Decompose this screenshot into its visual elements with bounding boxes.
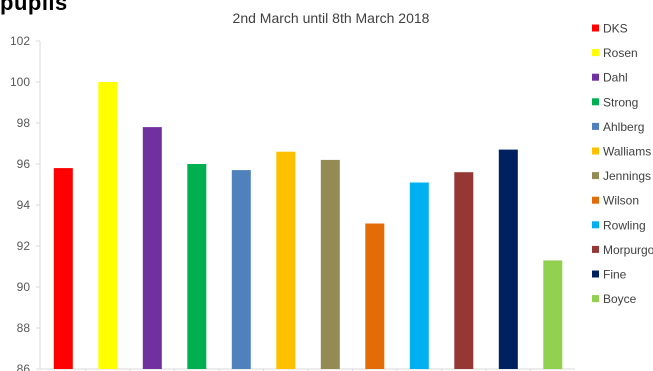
legend-swatch (592, 172, 599, 180)
y-tick-label: 96 (17, 157, 31, 171)
legend-swatch (592, 245, 599, 253)
legend-label: DKS (603, 22, 628, 36)
bar-rowling (409, 182, 429, 369)
legend-label: Morpurgo (603, 243, 653, 257)
legend-item-walliams: Walliams (592, 145, 651, 159)
legend-label: Ahlberg (603, 120, 644, 134)
legend-item-dks: DKS (592, 22, 628, 36)
y-tick-label: 88 (17, 321, 31, 335)
y-tick-label: 90 (17, 280, 31, 294)
legend-swatch (592, 295, 599, 303)
legend-item-wilson: Wilson (592, 194, 639, 208)
legend-label: Rosen (603, 46, 638, 60)
legend-label: Walliams (603, 145, 651, 159)
y-tick-label: 92 (17, 239, 31, 253)
legend-label: Fine (603, 268, 627, 282)
cropped-heading: pupils (0, 0, 68, 15)
legend-swatch (592, 221, 599, 229)
bar-fine (498, 149, 518, 369)
chart-title: 2nd March until 8th March 2018 (232, 10, 430, 26)
bar-boyce (543, 260, 563, 369)
legend-swatch (592, 270, 599, 278)
y-tick-label: 100 (10, 75, 30, 89)
legend-item-jennings: Jennings (592, 169, 651, 183)
legend-label: Strong (603, 95, 638, 109)
legend-swatch (592, 122, 599, 130)
bar-walliams (276, 151, 296, 369)
bar-morpurgo (454, 172, 474, 369)
legend-swatch (592, 98, 599, 106)
y-tick-label: 86 (17, 362, 31, 371)
bar-jennings (320, 159, 340, 369)
legend-swatch (592, 49, 599, 57)
legend-item-ahlberg: Ahlberg (592, 120, 644, 134)
y-tick-label: 102 (10, 34, 30, 48)
legend-label: Wilson (603, 194, 639, 208)
bar-ahlberg (231, 170, 251, 369)
legend-item-morpurgo: Morpurgo (592, 243, 653, 257)
legend-item-dahl: Dahl (592, 71, 628, 85)
legend-swatch (592, 196, 599, 204)
legend-swatch (592, 147, 599, 155)
bar-strong (187, 164, 207, 369)
bar-dahl (142, 127, 162, 369)
legend-item-rosen: Rosen (592, 46, 638, 60)
y-tick-label: 98 (17, 116, 31, 130)
legend-label: Rowling (603, 218, 646, 232)
legend-swatch (592, 73, 599, 81)
bar-wilson (365, 223, 385, 369)
legend-label: Dahl (603, 71, 628, 85)
legend-item-boyce: Boyce (592, 292, 637, 306)
legend-label: Boyce (603, 292, 637, 306)
legend-item-fine: Fine (592, 268, 627, 282)
bar-rosen (98, 82, 118, 369)
bar-dks (53, 168, 73, 369)
legend-label: Jennings (603, 169, 651, 183)
y-tick-label: 94 (17, 198, 31, 212)
legend-item-strong: Strong (592, 95, 638, 109)
legend-item-rowling: Rowling (592, 218, 646, 232)
legend-swatch (592, 24, 599, 32)
